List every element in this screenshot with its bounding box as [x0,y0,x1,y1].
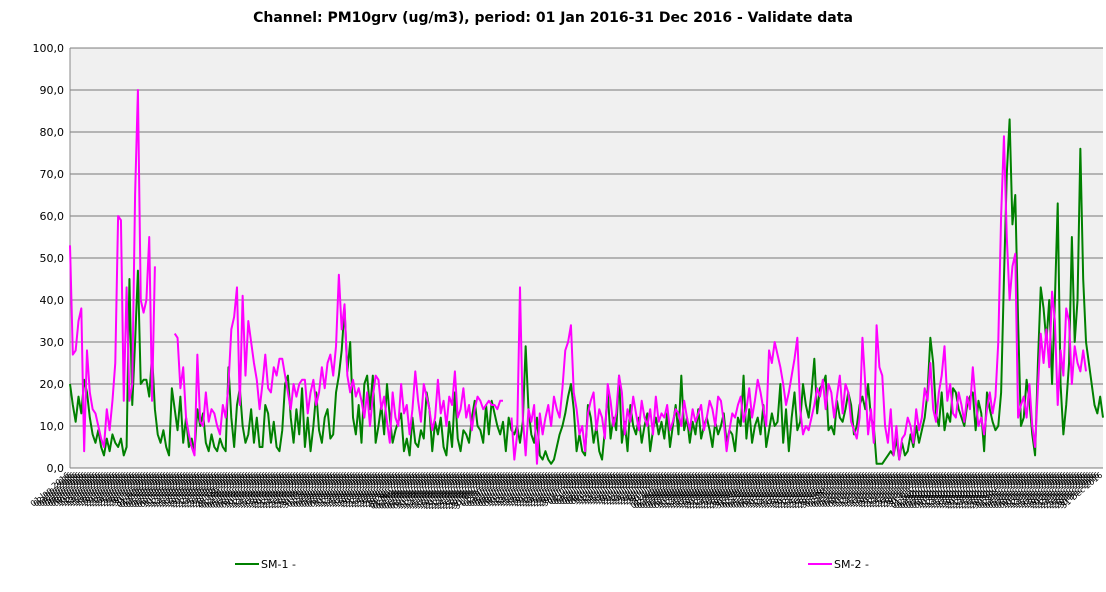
y-tick-label: 70,0 [40,168,65,181]
y-tick-label: 50,0 [40,252,65,265]
legend-label: SM-2 - [834,558,869,571]
y-tick-label: 10,0 [40,420,65,433]
legend: SM-1 - SM-2 - [235,558,869,571]
y-tick-label: 100,0 [33,42,65,55]
y-tick-label: 40,0 [40,294,65,307]
lines [69,89,1104,465]
series-line [69,89,1088,465]
y-tick-label: 60,0 [40,210,65,223]
y-tick-label: 20,0 [40,378,65,391]
y-tick-label: 0,0 [47,462,65,475]
y-tick-label: 30,0 [40,336,65,349]
y-tick-label: 80,0 [40,126,65,139]
y-tick-label: 90,0 [40,84,65,97]
chart-title: Channel: PM10grv (ug/m3), period: 01 Jan… [253,10,853,26]
legend-label: SM-1 - [261,558,296,571]
